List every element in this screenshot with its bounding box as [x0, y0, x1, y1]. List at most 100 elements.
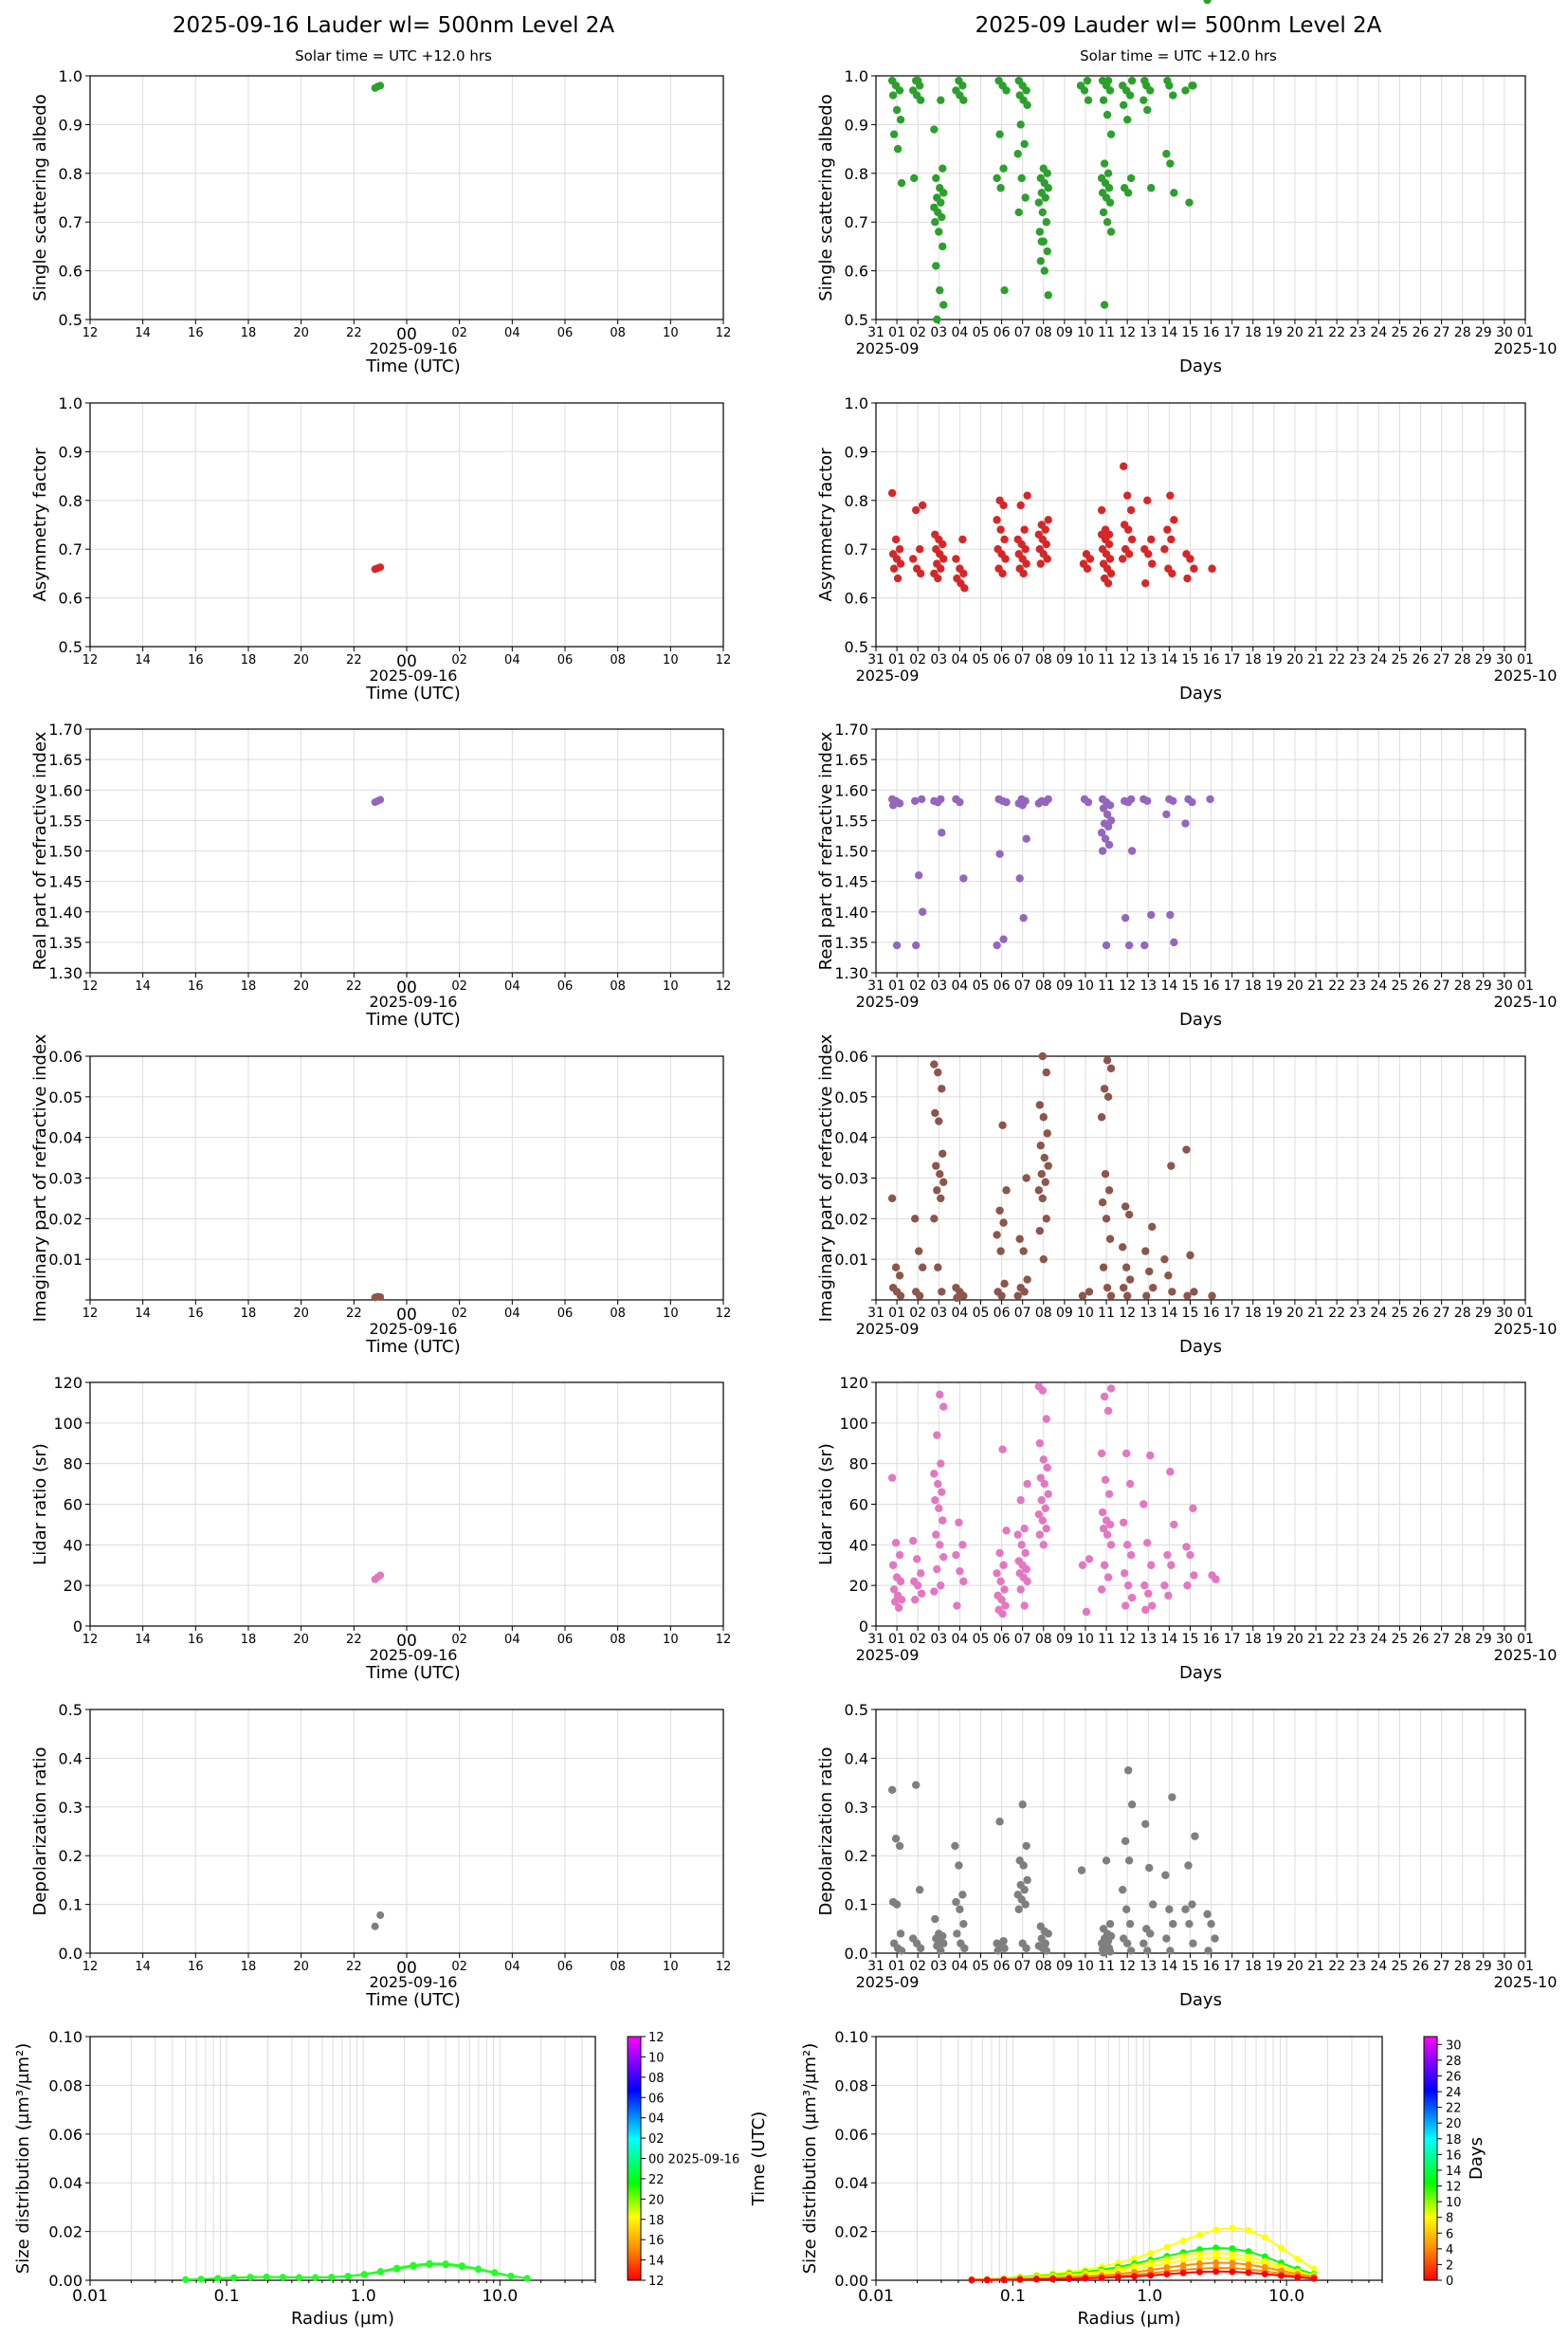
data-point	[909, 1536, 918, 1545]
x-tick-label: 12	[82, 653, 99, 667]
x-tick-label: 07	[1014, 325, 1031, 340]
y-tick-label: 0.06	[48, 1048, 82, 1066]
data-point	[1105, 555, 1115, 563]
x-tick-label: 10.0	[482, 2287, 518, 2306]
data-point	[1102, 1856, 1111, 1865]
data-point	[1204, 1947, 1212, 1955]
data-point	[1105, 1919, 1115, 1929]
x-tick-label: 0.1	[214, 2287, 240, 2306]
x-end-label: 2025-10	[1494, 1973, 1558, 1991]
y-tick-label: 0.0	[845, 1945, 868, 1963]
x-tick-label: 04	[504, 1633, 520, 1647]
data-point	[1167, 1161, 1176, 1170]
data-point	[999, 1561, 1008, 1569]
x-tick-label: 18	[241, 1960, 257, 1974]
x-tick-label: 05	[973, 325, 990, 340]
curve-point	[1195, 2255, 1203, 2262]
curve-point	[1195, 2250, 1203, 2258]
x-tick-label: 00	[396, 325, 417, 344]
data-point	[1141, 1605, 1150, 1615]
data-point	[1125, 1919, 1135, 1929]
data-point	[939, 242, 947, 251]
data-point	[1023, 1577, 1031, 1586]
x-tick-label: 10	[1077, 1959, 1094, 1974]
x-tick-label: 01	[1517, 978, 1534, 994]
x-tick-label: 29	[1475, 1959, 1492, 1974]
data-point	[1104, 1186, 1114, 1195]
data-point	[934, 797, 942, 807]
data-point	[1121, 913, 1130, 923]
data-point	[896, 1929, 905, 1938]
x-tick-label: 10	[1077, 978, 1094, 994]
data-point	[1039, 1113, 1048, 1122]
data-point	[1126, 505, 1136, 515]
x-tick-label: 27	[1433, 1632, 1450, 1647]
x-tick-label: 14	[1160, 1306, 1177, 1321]
data-point	[1042, 1947, 1050, 1955]
x-tick-label: 02	[451, 326, 467, 340]
data-point	[1181, 1905, 1190, 1913]
data-point	[993, 516, 1001, 524]
colorbar-tick-label: 18	[1446, 2133, 1462, 2148]
data-point	[1100, 1561, 1109, 1569]
x-axis-label: Radius (µm)	[1077, 2309, 1180, 2329]
x-tick-label: 12	[82, 326, 99, 340]
data-point	[1084, 96, 1093, 104]
y-tick-label: 1.0	[845, 67, 868, 85]
data-point	[938, 1085, 946, 1093]
data-point	[952, 555, 960, 563]
data-point	[1103, 169, 1113, 177]
x-tick-label: 18	[1245, 652, 1262, 667]
x-tick-label: 08	[1035, 978, 1052, 994]
x-tick-label: 28	[1454, 325, 1471, 340]
x-tick-label: 07	[1014, 1959, 1031, 1974]
data-point	[917, 1589, 926, 1598]
data-point	[1183, 1581, 1192, 1590]
data-point	[1125, 1275, 1135, 1284]
data-point	[888, 801, 898, 810]
data-point	[937, 96, 945, 104]
x-tick-label: 20	[293, 653, 309, 667]
data-point	[1044, 516, 1052, 524]
x-tick-label: 01	[888, 652, 905, 667]
data-point	[1167, 1561, 1176, 1569]
x-tick-label: 14	[135, 979, 151, 994]
data-point	[371, 1922, 379, 1930]
x-tick-label: 05	[973, 1306, 990, 1321]
x-tick-label: 22	[346, 1633, 362, 1647]
y-tick-label: 1.45	[834, 873, 868, 891]
data-point	[1189, 82, 1197, 90]
right-size-distribution-panel: 0.00 0.02 0.04 0.06 0.08 0.10 0.01 0.1 1.0 10.0 Ra…	[800, 2028, 1383, 2329]
y-tick-label: 0.1	[59, 1896, 82, 1914]
axes-frame	[875, 2036, 1383, 2281]
x-start-label: 2025-09	[856, 1646, 920, 1664]
x-axis-label: Time (UTC)	[365, 1337, 461, 1357]
data-point	[953, 1293, 961, 1303]
data-point	[1103, 1283, 1112, 1292]
x-tick-label: 17	[1224, 1306, 1241, 1321]
data-point	[1140, 1581, 1149, 1590]
x-tick-label: 01	[1517, 325, 1534, 340]
curve-point	[523, 2275, 531, 2282]
data-point	[1208, 564, 1216, 573]
data-point	[1104, 1490, 1114, 1498]
data-point	[1127, 847, 1137, 855]
data-point	[937, 1194, 945, 1203]
data-point	[1039, 1254, 1048, 1264]
curve-point	[1032, 2276, 1040, 2283]
x-date-label: 2025-09-16	[370, 993, 458, 1011]
x-tick-label: 28	[1454, 652, 1471, 667]
data-point	[1123, 525, 1133, 534]
data-point	[1162, 1934, 1171, 1943]
x-tick-label: 02	[451, 1633, 467, 1647]
y-axis-label: Depolarization ratio	[30, 1747, 50, 1916]
data-point	[1160, 545, 1169, 554]
data-point	[1099, 804, 1108, 813]
curve-point	[1147, 2249, 1155, 2257]
data-point	[1102, 1215, 1111, 1223]
data-point	[1101, 834, 1110, 843]
x-tick-label: 24	[1370, 1959, 1387, 1974]
x-tick-label: 06	[557, 326, 574, 340]
x-tick-label: 03	[930, 652, 947, 667]
x-tick-label: 25	[1392, 1959, 1409, 1974]
